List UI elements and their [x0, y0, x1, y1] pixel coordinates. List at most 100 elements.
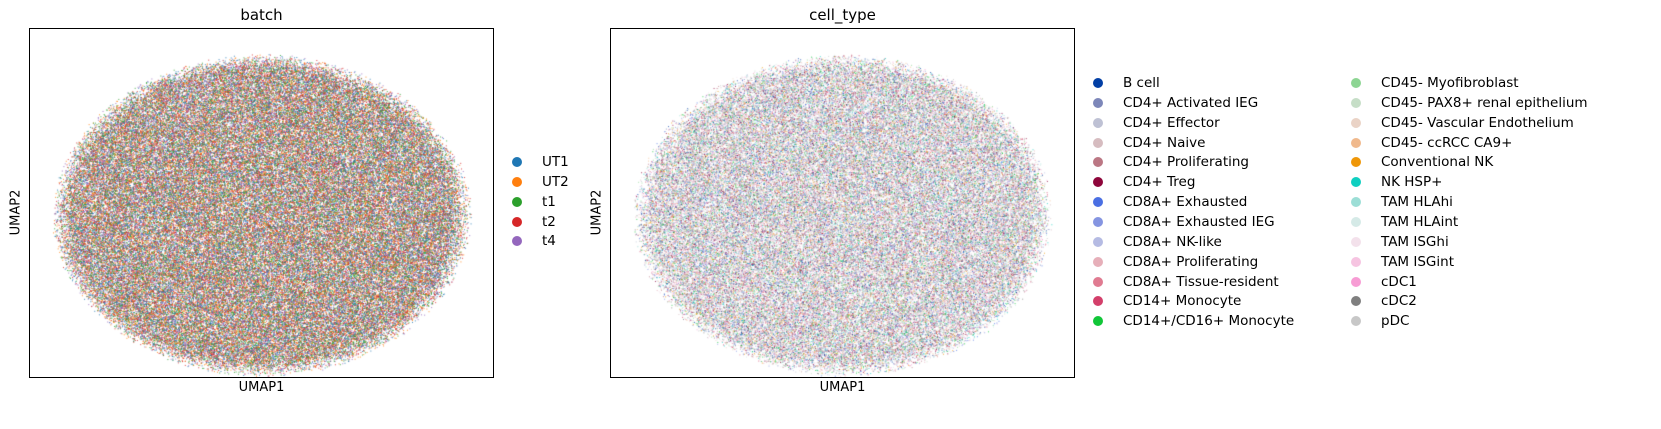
legend-item: t2: [512, 212, 556, 232]
legend-item: B cell: [1093, 73, 1160, 93]
legend-label: t1: [542, 193, 556, 210]
legend-label: CD14+ Monocyte: [1123, 293, 1242, 310]
cell-type-plot-frame: [610, 28, 1075, 378]
legend-item: TAM ISGint: [1351, 252, 1454, 272]
legend-item: t4: [512, 231, 556, 251]
batch-scatter-points: [30, 29, 493, 377]
legend-marker: [1093, 97, 1103, 108]
batch-y-axis-label: UMAP2: [8, 189, 24, 236]
legend-label: Conventional NK: [1381, 154, 1494, 171]
legend-marker: [1093, 157, 1103, 168]
legend-label: UT2: [542, 173, 569, 190]
legend-item: NK HSP+: [1351, 172, 1442, 192]
legend-marker: [1093, 256, 1103, 267]
cell-type-x-axis-label: UMAP1: [819, 380, 866, 395]
legend-label: NK HSP+: [1381, 174, 1443, 191]
legend-label: CD45- ccRCC CA9+: [1381, 134, 1513, 151]
batch-plot-frame: [29, 28, 494, 378]
legend-label: cDC1: [1381, 273, 1417, 290]
legend-marker: [1093, 197, 1103, 208]
legend-marker: [1093, 296, 1103, 307]
legend-label: B cell: [1123, 75, 1160, 91]
legend-label: TAM HLAint: [1381, 213, 1459, 230]
legend-marker: [1093, 276, 1103, 287]
legend-item: CD45- ccRCC CA9+: [1351, 133, 1512, 153]
legend-item: t1: [512, 192, 556, 212]
legend-marker: [1093, 137, 1103, 148]
legend-marker: [512, 216, 522, 227]
legend-item: UT1: [512, 152, 569, 172]
legend-marker: [1093, 316, 1103, 327]
legend-marker: [1351, 97, 1361, 108]
legend-marker: [1093, 78, 1103, 88]
legend-label: t2: [542, 213, 556, 230]
legend-label: CD8A+ Exhausted: [1123, 194, 1248, 211]
legend-marker: [1351, 117, 1361, 128]
legend-label: CD45- Myofibroblast: [1381, 75, 1519, 91]
legend-marker: [1351, 177, 1361, 188]
legend-item: cDC2: [1351, 291, 1417, 311]
legend-marker: [512, 176, 522, 187]
legend-marker: [512, 157, 522, 167]
legend-item: CD8A+ Tissue-resident: [1093, 272, 1279, 292]
legend-item: CD8A+ Proliferating: [1093, 252, 1258, 272]
legend-marker: [1093, 216, 1103, 227]
legend-marker: [1351, 197, 1361, 208]
legend-marker: [512, 196, 522, 207]
legend-item: CD4+ Proliferating: [1093, 152, 1249, 172]
legend-marker: [1351, 236, 1361, 247]
legend-label: TAM ISGint: [1381, 253, 1454, 270]
legend-marker: [1351, 296, 1361, 307]
legend-label: CD8A+ Exhausted IEG: [1123, 213, 1275, 230]
legend-label: t4: [542, 233, 556, 250]
batch-x-axis-label: UMAP1: [238, 380, 285, 395]
cell-type-scatter-points: [611, 29, 1074, 377]
legend-label: cDC2: [1381, 293, 1417, 310]
legend-item: CD4+ Effector: [1093, 113, 1220, 133]
legend-item: TAM HLAint: [1351, 212, 1458, 232]
legend-marker: [1093, 236, 1103, 247]
legend-item: CD14+/CD16+ Monocyte: [1093, 311, 1294, 331]
legend-item: CD8A+ NK-like: [1093, 232, 1222, 252]
legend-label: TAM ISGhi: [1381, 233, 1449, 250]
legend-item: CD4+ Activated IEG: [1093, 93, 1258, 113]
legend-marker: [512, 236, 522, 247]
legend-label: CD4+ Naive: [1123, 134, 1206, 151]
legend-item: UT2: [512, 172, 569, 192]
legend-label: CD4+ Treg: [1123, 174, 1196, 191]
legend-label: CD45- PAX8+ renal epithelium: [1381, 94, 1588, 111]
legend-marker: [1351, 157, 1361, 168]
legend-marker: [1093, 177, 1103, 188]
legend-item: CD8A+ Exhausted: [1093, 192, 1247, 212]
legend-label: CD8A+ Proliferating: [1123, 253, 1259, 270]
legend-label: CD4+ Proliferating: [1123, 154, 1249, 171]
legend-item: CD8A+ Exhausted IEG: [1093, 212, 1275, 232]
legend-item: Conventional NK: [1351, 152, 1493, 172]
legend-marker: [1351, 256, 1361, 267]
legend-marker: [1351, 78, 1361, 88]
batch-panel-title: batch: [240, 6, 283, 24]
legend-item: pDC: [1351, 311, 1409, 331]
cell-type-y-axis-label: UMAP2: [589, 189, 605, 236]
legend-item: TAM ISGhi: [1351, 232, 1449, 252]
legend-label: CD14+/CD16+ Monocyte: [1123, 313, 1295, 330]
legend-marker: [1351, 276, 1361, 287]
legend-item: CD45- Vascular Endothelium: [1351, 113, 1574, 133]
legend-marker: [1351, 137, 1361, 148]
legend-label: CD4+ Activated IEG: [1123, 94, 1259, 111]
cell-type-panel-title: cell_type: [809, 6, 876, 24]
legend-item: CD45- Myofibroblast: [1351, 73, 1519, 93]
legend-marker: [1351, 316, 1361, 327]
legend-item: CD4+ Naive: [1093, 133, 1205, 153]
legend-label: CD8A+ NK-like: [1123, 233, 1222, 250]
legend-label: TAM HLAhi: [1381, 194, 1453, 211]
legend-marker: [1093, 117, 1103, 128]
legend-label: CD8A+ Tissue-resident: [1123, 273, 1279, 290]
legend-item: CD4+ Treg: [1093, 172, 1195, 192]
legend-item: CD45- PAX8+ renal epithelium: [1351, 93, 1588, 113]
legend-label: CD45- Vascular Endothelium: [1381, 114, 1574, 131]
legend-item: cDC1: [1351, 272, 1417, 292]
legend-item: CD14+ Monocyte: [1093, 291, 1241, 311]
legend-label: UT1: [542, 154, 569, 170]
legend-marker: [1351, 216, 1361, 227]
